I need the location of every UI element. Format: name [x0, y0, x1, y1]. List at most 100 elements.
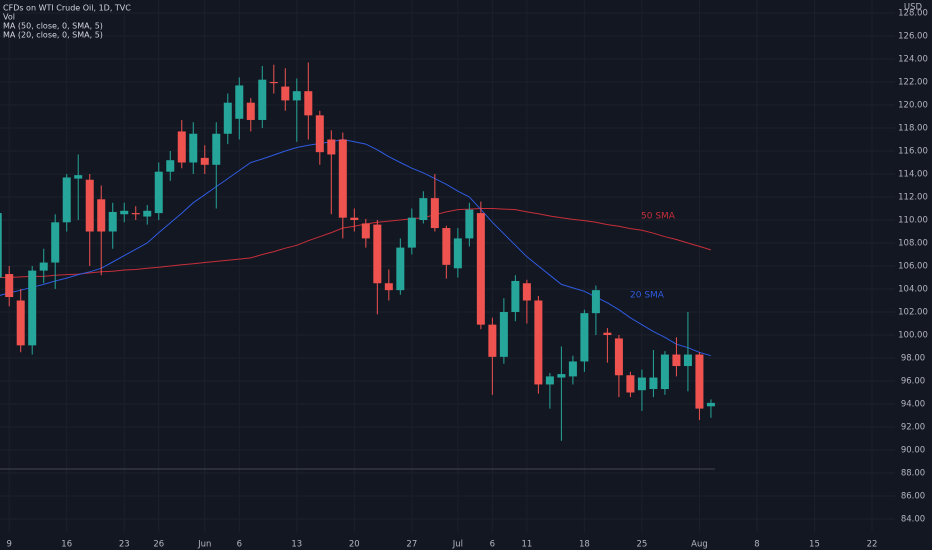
candle-body: [557, 374, 566, 378]
candle-body: [143, 210, 152, 217]
y-tick-label: 88.00: [901, 469, 925, 479]
y-tick-label: 104.00: [898, 285, 928, 295]
indicator-label: Vol: [3, 13, 15, 22]
candle-body: [74, 175, 83, 179]
candle-body: [626, 375, 635, 393]
y-tick-label: 110.00: [898, 215, 928, 225]
candle-body: [51, 222, 60, 263]
legend-entry: MA (20, close, 0, SMA, 5): [3, 31, 103, 40]
x-tick-label: 11: [521, 540, 532, 550]
candle-body: [338, 139, 347, 218]
candle-body: [39, 262, 48, 271]
candle-body: [407, 217, 416, 248]
x-tick-label: 20: [349, 540, 360, 550]
candle-body: [212, 133, 221, 165]
candle-body: [545, 376, 554, 385]
chart-title: CFDs on WTI Crude Oil, 1D, TVC: [3, 4, 131, 13]
candle-body: [637, 377, 646, 391]
candle-body: [522, 283, 531, 301]
y-tick-label: 94.00: [901, 400, 925, 410]
y-tick-label: 84.00: [901, 515, 925, 525]
annotation: 50 SMA: [641, 212, 676, 222]
x-tick-label: Jun: [197, 540, 211, 550]
y-tick-label: 124.00: [898, 54, 928, 64]
candle-body: [189, 133, 198, 163]
y-tick-label: 116.00: [898, 146, 928, 156]
x-tick-label: 13: [291, 540, 302, 550]
candle-body: [246, 102, 255, 120]
y-tick-label: 102.00: [898, 308, 928, 318]
candle-body: [672, 354, 681, 367]
candle-body: [580, 313, 589, 362]
candle-body: [304, 91, 313, 116]
candle-body: [534, 300, 543, 385]
x-tick-label: Jul: [452, 540, 463, 550]
candle-body: [0, 213, 2, 278]
candle-body: [85, 179, 94, 232]
y-tick-label: 126.00: [898, 31, 928, 41]
candle-body: [235, 85, 244, 119]
y-tick-label: 86.00: [901, 492, 925, 502]
candle-body: [603, 332, 612, 336]
x-tick-label: 25: [637, 540, 648, 550]
candle-body: [200, 157, 209, 165]
candle-body: [223, 102, 232, 134]
candle-body: [396, 247, 405, 291]
candle-body: [706, 402, 715, 407]
y-tick-label: 128.00: [898, 8, 928, 18]
candle-body: [5, 274, 14, 298]
y-tick-label: 96.00: [901, 377, 925, 387]
y-tick-label: 90.00: [901, 446, 925, 456]
y-tick-label: 92.00: [901, 423, 925, 433]
candle-body: [28, 270, 37, 346]
x-tick-label: 6: [237, 540, 242, 550]
candle-body: [258, 79, 267, 120]
y-tick-label: 108.00: [898, 238, 928, 248]
candle-body: [614, 338, 623, 376]
candle-body: [177, 131, 186, 163]
x-tick-label: 23: [119, 540, 130, 550]
candle-body: [154, 171, 163, 214]
y-axis-label: USD: [904, 3, 923, 13]
candle-body: [62, 177, 71, 223]
candle-body: [695, 354, 704, 409]
annotation: 20 SMA: [630, 291, 665, 301]
x-tick-label: 15: [809, 540, 820, 550]
x-tick-label: 22: [867, 540, 878, 550]
candle-body: [442, 228, 451, 265]
legend-entry: MA (50, close, 0, SMA, 5): [3, 22, 103, 31]
candle-body: [97, 199, 106, 232]
candle-body: [430, 198, 439, 229]
y-tick-label: 106.00: [898, 262, 928, 272]
x-tick-label: 18: [579, 540, 590, 550]
x-tick-label: 27: [406, 540, 417, 550]
y-tick-label: 100.00: [898, 331, 928, 341]
x-tick-label: 6: [490, 540, 495, 550]
candle-body: [281, 86, 290, 101]
candle-body: [350, 217, 359, 220]
y-tick-label: 120.00: [898, 100, 928, 110]
candle-body: [16, 300, 25, 346]
y-tick-label: 98.00: [901, 354, 925, 364]
x-tick-label: 9: [6, 540, 11, 550]
y-tick-label: 112.00: [898, 192, 928, 202]
candle-body: [327, 139, 336, 155]
x-tick-label: 16: [61, 540, 72, 550]
candle-body: [361, 223, 370, 239]
candle-body: [292, 91, 301, 101]
candle-body: [166, 160, 175, 172]
candle-body: [419, 198, 428, 220]
y-tick-label: 118.00: [898, 123, 928, 133]
candle-body: [488, 324, 497, 357]
candle-body: [465, 209, 474, 239]
candle-body: [131, 213, 140, 215]
candle-body: [568, 361, 577, 377]
candle-body: [120, 210, 129, 215]
candle-body: [269, 81, 278, 84]
candle-body: [511, 280, 520, 313]
x-tick-label: Aug: [691, 540, 708, 550]
candle-body: [591, 290, 600, 314]
